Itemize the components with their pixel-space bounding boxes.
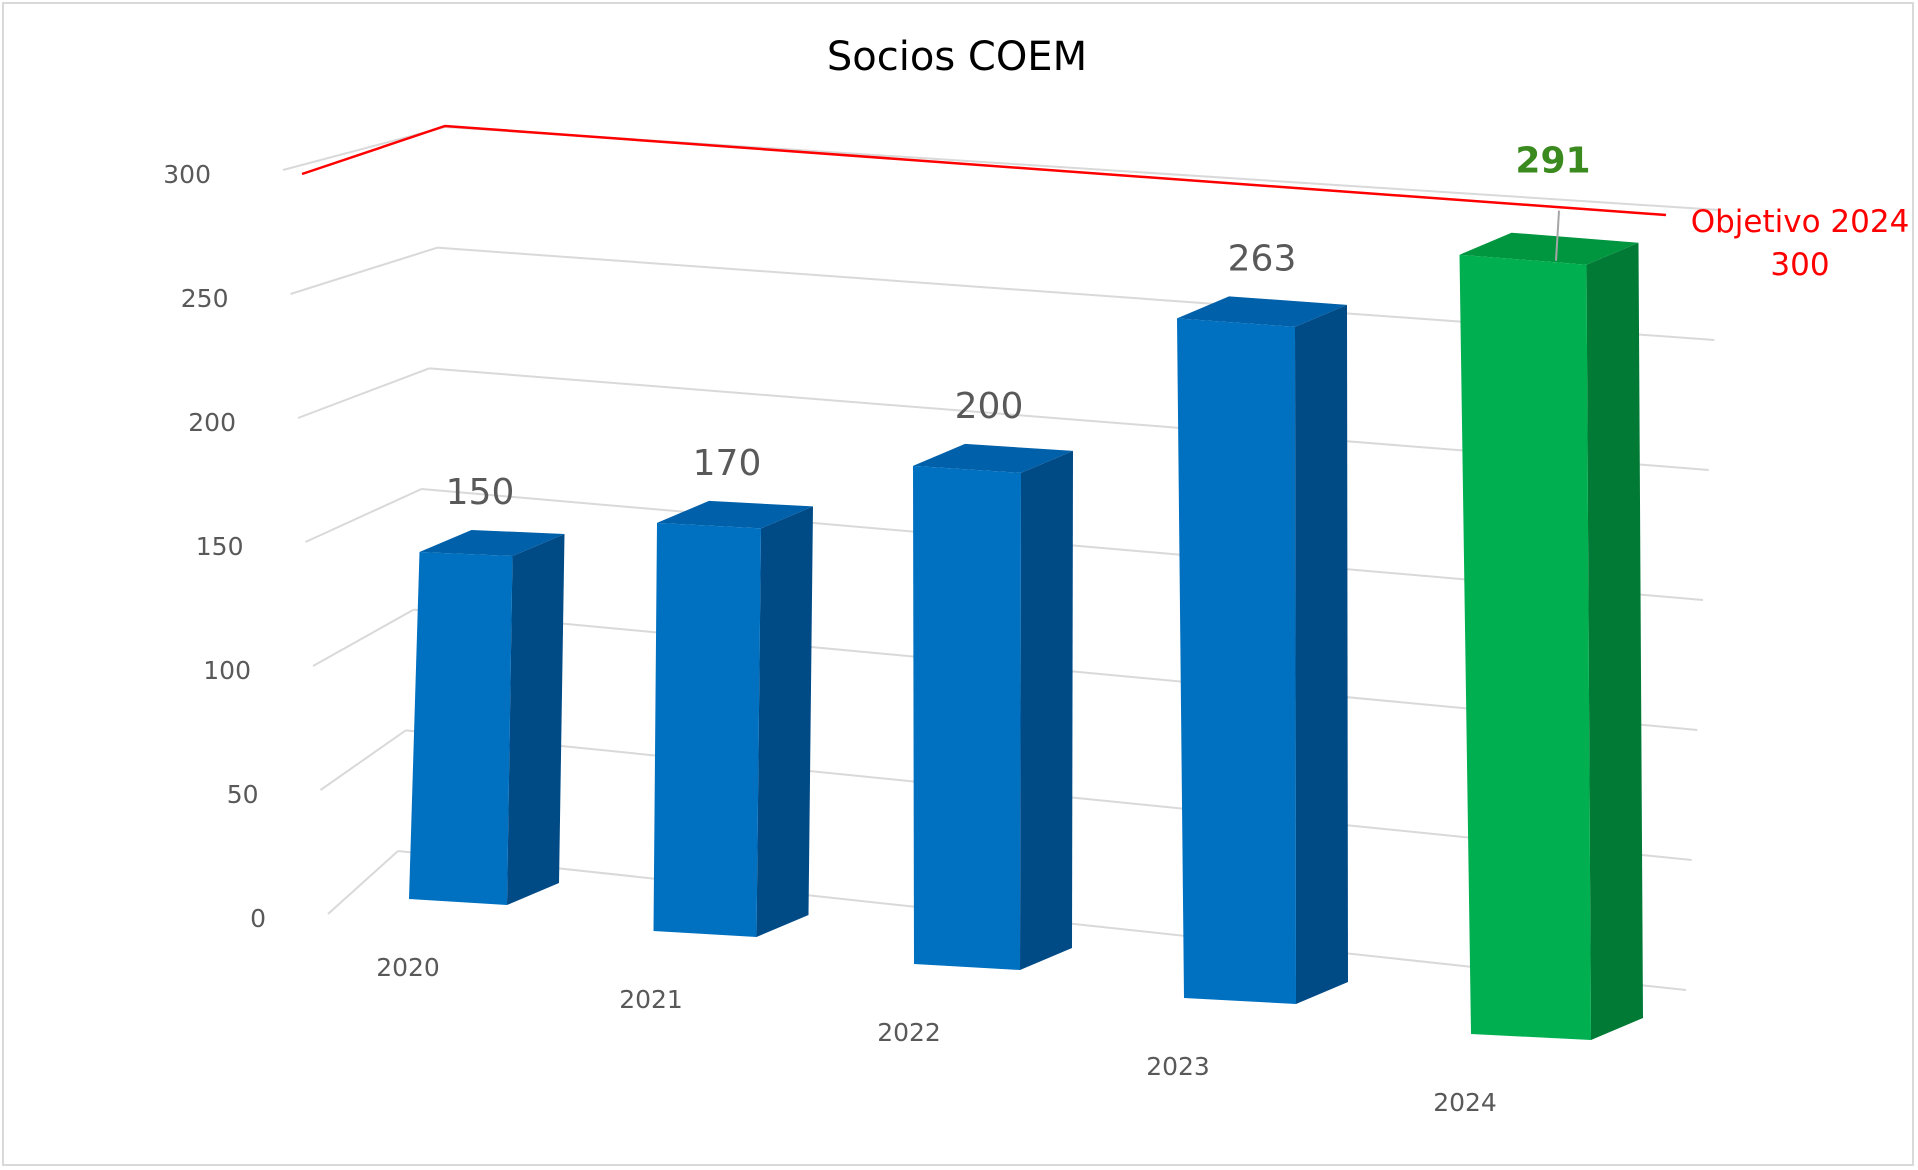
leader-line: [1555, 210, 1560, 261]
bar-side: [1586, 242, 1643, 1041]
gridline-side: [305, 488, 422, 543]
bar-front: [1177, 318, 1296, 1005]
bars: [409, 232, 1643, 1041]
target-series: Objetivo 2024 300: [301, 124, 1910, 283]
bar-side: [1295, 304, 1348, 1005]
data-label: 263: [1228, 238, 1297, 279]
bar-side: [1020, 450, 1073, 970]
data-label: 150: [446, 472, 515, 513]
bar-front: [913, 465, 1021, 970]
gridline-side: [290, 246, 438, 295]
bar-front: [409, 551, 513, 905]
bar-side: [507, 533, 565, 905]
bar-2021: [653, 500, 813, 937]
y-axis-ticks: 0 50 100 150 200 250 300: [163, 160, 266, 933]
y-tick-label: 50: [227, 780, 259, 809]
gridline-side: [327, 850, 399, 915]
data-label: 170: [693, 443, 762, 484]
bar-top: [419, 529, 565, 556]
data-label: 291: [1515, 141, 1590, 182]
bar-top: [1459, 232, 1639, 265]
bar-2024: [1459, 232, 1643, 1041]
bar-2022: [913, 443, 1073, 970]
data-label: 200: [955, 386, 1024, 427]
y-tick-label: 200: [188, 408, 236, 437]
gridline-side: [312, 608, 415, 667]
chart-title: Socios COEM: [827, 34, 1087, 80]
bar-front: [1459, 254, 1591, 1041]
bar-side: [756, 506, 813, 937]
data-labels: 150 170 200 263 291: [446, 141, 1591, 513]
target-line: [301, 124, 1667, 217]
x-tick-label: 2024: [1433, 1088, 1497, 1117]
y-tick-label: 300: [163, 160, 211, 189]
x-axis-ticks: 2020 2021 2022 2023 2024: [376, 953, 1497, 1117]
gridline-side: [319, 729, 407, 791]
bar-top: [913, 443, 1073, 473]
y-tick-label: 150: [196, 532, 244, 561]
bar-2020: [409, 529, 565, 905]
bar-top: [1177, 296, 1347, 327]
bar-top: [657, 500, 813, 529]
y-tick-label: 250: [181, 284, 229, 313]
bar-2023: [1177, 296, 1348, 1005]
target-value-label: 300: [1770, 247, 1829, 283]
x-tick-label: 2020: [376, 953, 440, 982]
bar-front: [653, 522, 761, 937]
gridline-side: [297, 367, 430, 419]
y-tick-label: 100: [203, 656, 251, 685]
x-tick-label: 2021: [619, 985, 683, 1014]
target-label: Objetivo 2024: [1691, 204, 1910, 240]
x-tick-label: 2022: [877, 1018, 941, 1047]
x-tick-label: 2023: [1146, 1052, 1210, 1081]
y-tick-label: 0: [250, 904, 266, 933]
